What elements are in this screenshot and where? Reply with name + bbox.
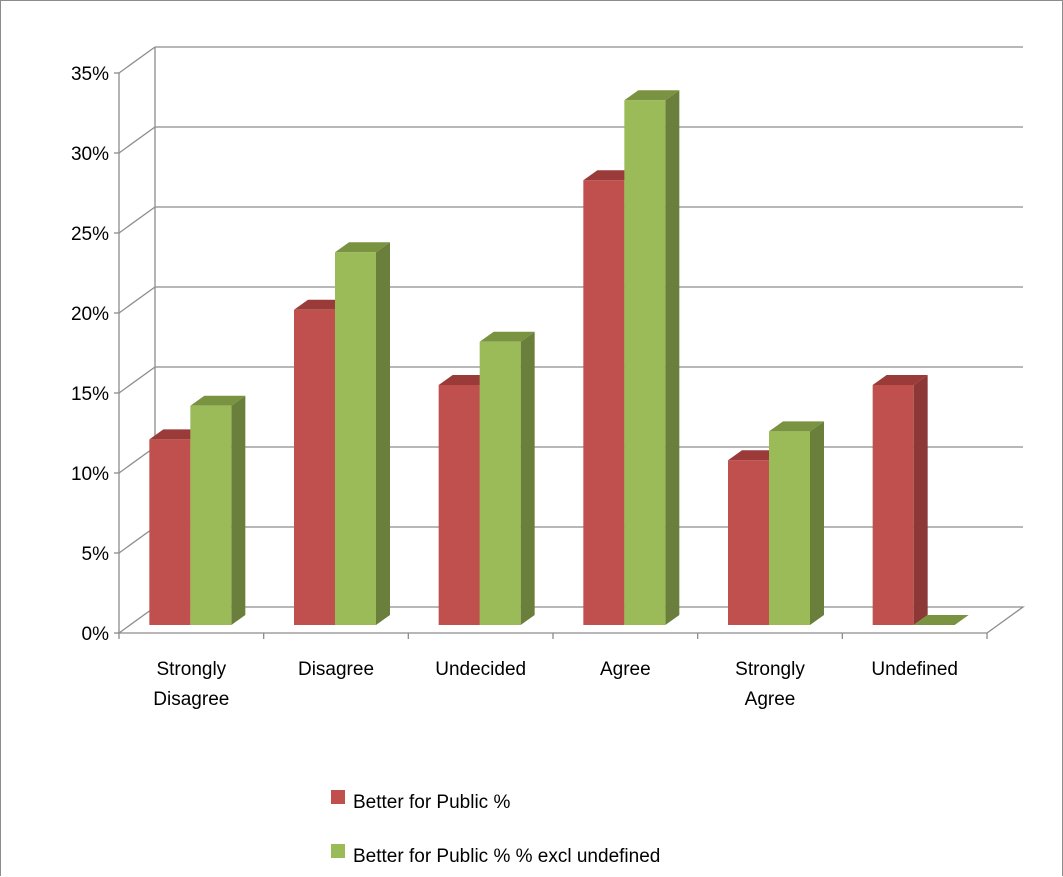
legend-swatch: [331, 790, 345, 804]
bar-top: [872, 375, 928, 385]
bar-side: [376, 242, 390, 625]
x-tick-label: Strongly Disagree: [153, 659, 229, 710]
bar: [769, 431, 810, 625]
bar: [872, 385, 914, 625]
bar-top: [624, 90, 680, 101]
gridline-connector: [118, 46, 156, 74]
y-tick-label: 20%: [71, 304, 109, 325]
bar-side: [520, 331, 535, 625]
legend-label: Better for Public % % excl undefined: [353, 846, 660, 867]
legend-label: Better for Public %: [353, 792, 510, 813]
legend-swatch: [331, 844, 345, 858]
bar-top: [190, 395, 246, 406]
bar: [438, 385, 480, 625]
y-tick-label: 30%: [71, 144, 109, 165]
bar-side: [665, 90, 680, 625]
bar-top: [769, 421, 824, 432]
x-tick-label: Strongly Agree: [735, 659, 805, 710]
bar: [624, 100, 666, 625]
bars: [149, 90, 969, 625]
bar: [149, 439, 191, 625]
bar: [190, 405, 232, 625]
bar: [294, 309, 335, 625]
gridline-connector: [118, 126, 156, 154]
category-labels: Strongly Disagree Disagree Undecided Agree St…: [153, 659, 958, 710]
bar-side: [810, 421, 824, 625]
bar-top: [913, 615, 969, 625]
gridline-connector: [118, 366, 156, 394]
gridline-connector: [118, 526, 156, 554]
y-axis-ticks: 0% 5% 10% 15% 20% 25% 30% 35%: [71, 64, 119, 645]
x-tick-label: Agree: [600, 659, 651, 680]
y-tick-label: 0%: [82, 624, 110, 645]
x-tick-label: Undefined: [871, 659, 958, 680]
y-tick-label: 10%: [71, 464, 109, 485]
bar: [479, 341, 521, 625]
y-tick-label: 15%: [71, 384, 109, 405]
gridline-connector: [118, 286, 156, 314]
y-tick-label: 35%: [71, 64, 109, 85]
bar: [728, 460, 769, 625]
bar-side: [913, 375, 928, 625]
gridline-connector: [118, 206, 156, 234]
x-tick-label: Undecided: [435, 659, 526, 680]
x-axis-ticks: [118, 633, 988, 639]
bar: [335, 252, 376, 625]
bar: [583, 180, 625, 625]
bar-top: [335, 242, 390, 253]
y-tick-label: 25%: [71, 224, 109, 245]
y-tick-label: 5%: [82, 544, 110, 565]
legend: Better for Public % Better for Public % %…: [331, 790, 660, 867]
bar-top: [479, 331, 535, 342]
bar-side: [231, 395, 246, 625]
x-tick-label: Disagree: [298, 659, 374, 680]
gridline-connector: [118, 446, 156, 474]
